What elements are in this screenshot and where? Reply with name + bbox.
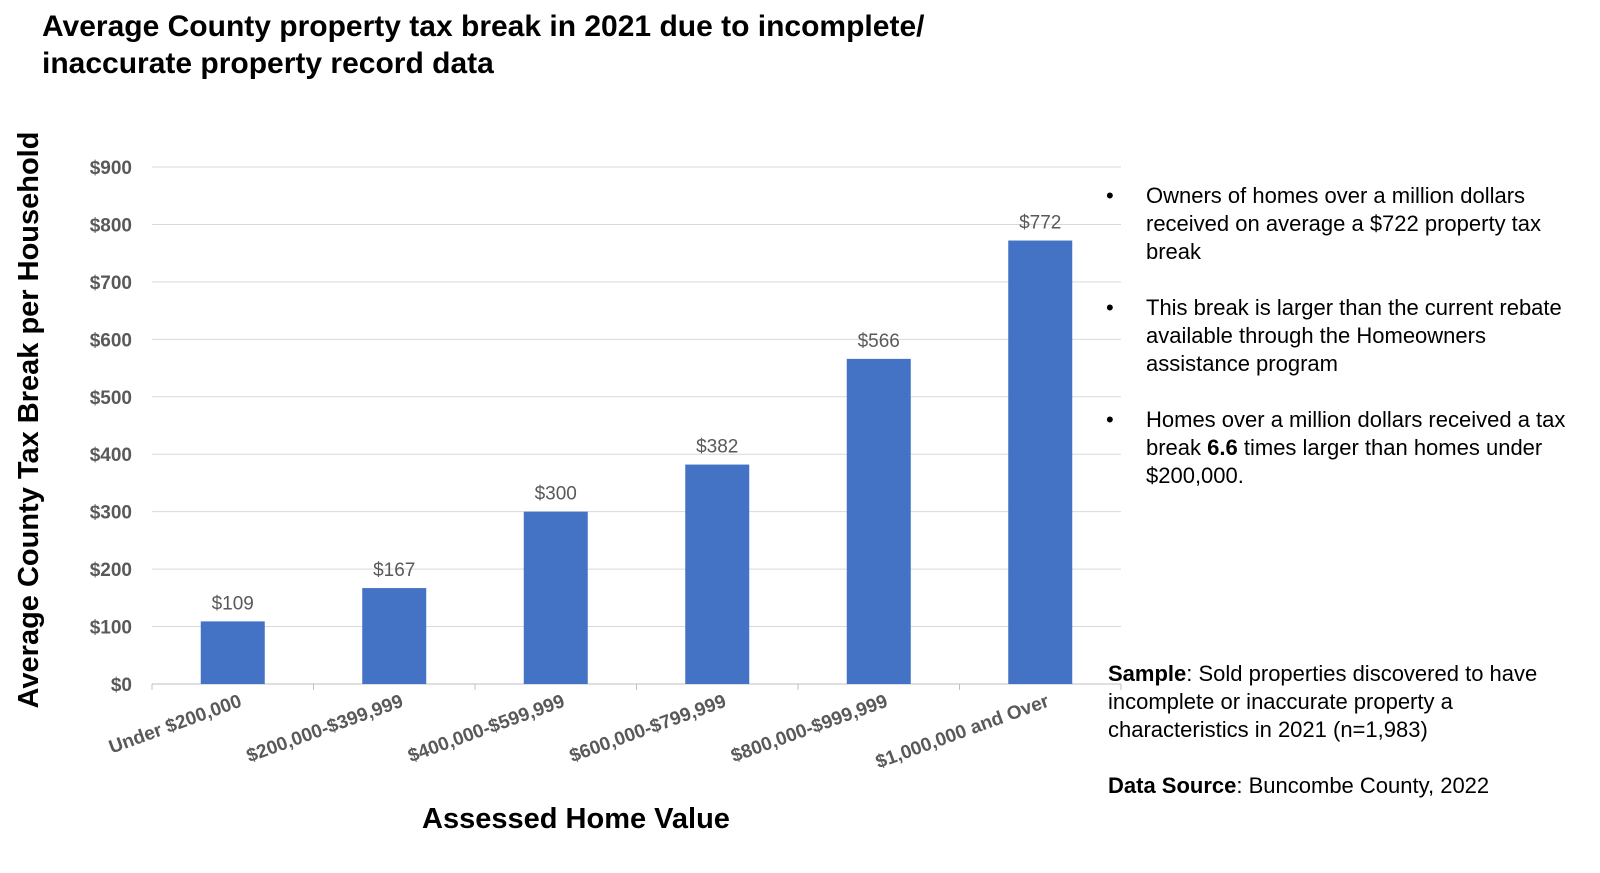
data-label: $300: [535, 484, 577, 505]
x-tick-label: $400,000-$599,999: [405, 691, 567, 767]
bars: [200, 240, 1073, 685]
note-item: • Homes over a million dollars received …: [1106, 406, 1576, 490]
x-axis-tick-labels: Under $200,000 $200,000-$399,999 $400,000-…: [106, 691, 1052, 773]
y-tick-label: $500: [90, 388, 132, 409]
y-tick-label: $200: [90, 560, 132, 581]
gridlines: [151, 166, 1122, 690]
note-text-before: Homes over a million dollars received a …: [1146, 407, 1566, 460]
bullet-icon: •: [1106, 407, 1114, 432]
data-label: $382: [696, 437, 738, 458]
source-label: Data Source: [1108, 773, 1237, 798]
data-label: $109: [212, 593, 254, 614]
data-label: $167: [373, 560, 415, 581]
chart-title-line-2: inaccurate property record data: [42, 47, 494, 80]
x-tick-label: $200,000-$399,999: [244, 691, 406, 767]
chart-title: Average County property tax break in 202…: [42, 8, 1042, 82]
note-text: This break is larger than the current re…: [1146, 295, 1562, 376]
y-axis-tick-labels: $0 $100 $200 $300 $400 $500 $600 $700 $800 $900: [90, 158, 132, 696]
source-text: : Buncombe County, 2022: [1236, 773, 1490, 798]
y-axis-title: Average County Tax Break per Household: [13, 132, 45, 709]
note-item: • This break is larger than the current …: [1106, 294, 1576, 378]
bullet-icon: •: [1106, 295, 1114, 320]
y-tick-label: $400: [90, 445, 132, 466]
bar: [685, 464, 750, 684]
bar: [846, 358, 911, 684]
chart-title-line-1: Average County property tax break in 202…: [42, 10, 925, 43]
sample-label: Sample: [1108, 661, 1187, 686]
y-tick-label: $800: [90, 215, 132, 236]
y-tick-label: $700: [90, 273, 132, 294]
bar: [200, 621, 265, 684]
x-tick-label: $600,000-$799,999: [567, 691, 729, 767]
bullet-icon: •: [1106, 183, 1114, 208]
data-label: $566: [858, 331, 900, 352]
y-tick-label: $600: [90, 330, 132, 351]
notes-list: • Owners of homes over a million dollars…: [1106, 182, 1576, 518]
y-tick-label: $0: [111, 675, 132, 696]
note-text-after: times larger than homes under $200,000.: [1146, 435, 1543, 488]
data-label: $772: [1019, 213, 1061, 234]
note-item: • Owners of homes over a million dollars…: [1106, 182, 1576, 266]
y-tick-label: $900: [90, 158, 132, 179]
note-text-bold: 6.6: [1207, 435, 1238, 460]
x-tick-label: Under $200,000: [106, 691, 244, 758]
footer: Sample: Sold properties discovered to ha…: [1108, 660, 1578, 828]
y-tick-label: $100: [90, 618, 132, 639]
data-labels: $109 $167 $300 $382 $566 $772: [212, 213, 1062, 615]
source-note: Data Source: Buncombe County, 2022: [1108, 772, 1578, 800]
x-axis-title: Assessed Home Value: [422, 803, 730, 835]
bar: [362, 588, 427, 684]
bar: [523, 511, 588, 684]
y-tick-label: $300: [90, 503, 132, 524]
x-tick-label: $800,000-$999,999: [728, 691, 890, 767]
sample-note: Sample: Sold properties discovered to ha…: [1108, 660, 1578, 744]
x-tick-label: $1,000,000 and Over: [873, 691, 1052, 773]
note-text: Owners of homes over a million dollars r…: [1146, 183, 1542, 264]
sample-text: : Sold properties discovered to have inc…: [1108, 661, 1538, 742]
bar: [1008, 240, 1073, 685]
